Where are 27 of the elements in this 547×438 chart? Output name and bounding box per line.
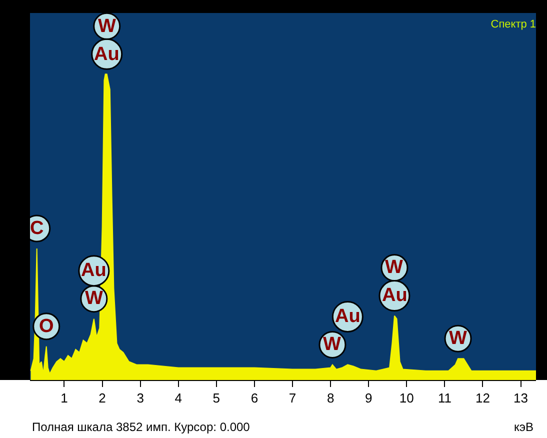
annotation: Au [81,260,106,281]
annotation: O [39,316,54,337]
x-tick-label: 5 [212,390,220,406]
x-tick-label: 13 [514,390,528,406]
x-tick-label: 8 [326,390,334,406]
annotation: Au [335,306,360,327]
annotation: W [385,257,403,278]
x-tick-label: 7 [288,390,296,406]
x-tick-label: 12 [476,390,490,406]
annotation: W [85,288,103,309]
x-tick-label: 9 [364,390,372,406]
annotation: Au [94,44,120,65]
annotation: W [323,334,341,355]
annotation: C [30,218,44,239]
x-tick-label: 3 [136,390,144,406]
chart-title: Спектр 1 [490,18,536,31]
annotation: W [98,16,116,37]
x-tick-label: 10 [399,390,414,406]
x-axis-title: кэВ [514,420,534,434]
x-tick-label: 1 [60,390,68,406]
annotation: Au [382,285,408,306]
text: Полная шкала 3852 имп. Курсор: 0.000 [32,420,250,434]
x-tick-label: 6 [250,390,258,406]
x-tick-label: 2 [98,390,106,406]
annotation: W [449,328,467,349]
x-tick-label: 11 [438,390,452,406]
x-tick-label: 4 [174,390,182,406]
